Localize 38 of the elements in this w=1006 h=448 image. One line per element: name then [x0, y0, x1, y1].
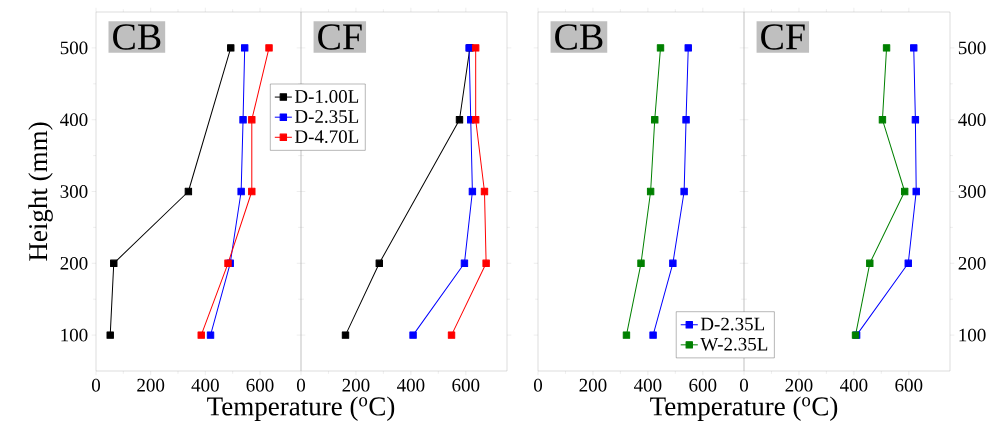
y-tick-label: 100	[959, 328, 986, 342]
y-tick-label: 300	[958, 185, 986, 198]
x-tick-label: 600	[689, 378, 717, 392]
x-tick-label: 0	[91, 378, 101, 392]
x-tick-label: 200	[137, 378, 165, 392]
x-tick-label: 0	[533, 378, 543, 392]
x-tick-label: 400	[397, 378, 425, 392]
x-tick-label: 200	[579, 378, 607, 392]
x-tick-label: 600	[246, 378, 274, 392]
legend-label: D-2.35L	[294, 110, 359, 123]
y-tick-label: 500	[60, 41, 88, 55]
x-tick-label: 400	[634, 378, 662, 392]
legend-label: D-1.00L	[294, 90, 359, 103]
y-tick-label: 400	[60, 113, 88, 127]
x-tick-label: 0	[739, 378, 749, 392]
chart-title: CF	[318, 24, 362, 50]
chart-title: CB	[113, 24, 161, 50]
x-tick-label: 400	[840, 378, 868, 392]
y-tick-label: 300	[60, 185, 88, 198]
y-tick-label: 200	[60, 256, 88, 270]
y-tick-label: 400	[958, 113, 986, 127]
x-tick-label: 600	[452, 378, 480, 392]
y-tick-label: 100	[61, 328, 88, 342]
x-tick-label: 0	[296, 378, 306, 392]
legend-label: W-2.35L	[700, 337, 768, 351]
y-tick-label: 500	[958, 41, 986, 55]
legend-label: D-4.70L	[294, 130, 359, 144]
chart-title: CB	[555, 24, 603, 50]
x-tick-label: 200	[342, 378, 370, 392]
y-axis-title: Height (mm)	[28, 122, 53, 261]
x-tick-label: 600	[895, 378, 923, 392]
x-tick-label: 200	[785, 378, 813, 392]
x-tick-label: 400	[191, 378, 219, 392]
x-axis-title: Temperature ($^{o}$C)	[650, 396, 838, 421]
legend-label: D-2.35L	[700, 317, 765, 331]
chart-title: CF	[761, 24, 805, 50]
y-tick-label: 200	[958, 256, 986, 270]
x-axis-title: Temperature ($^{o}$C)	[207, 396, 395, 421]
